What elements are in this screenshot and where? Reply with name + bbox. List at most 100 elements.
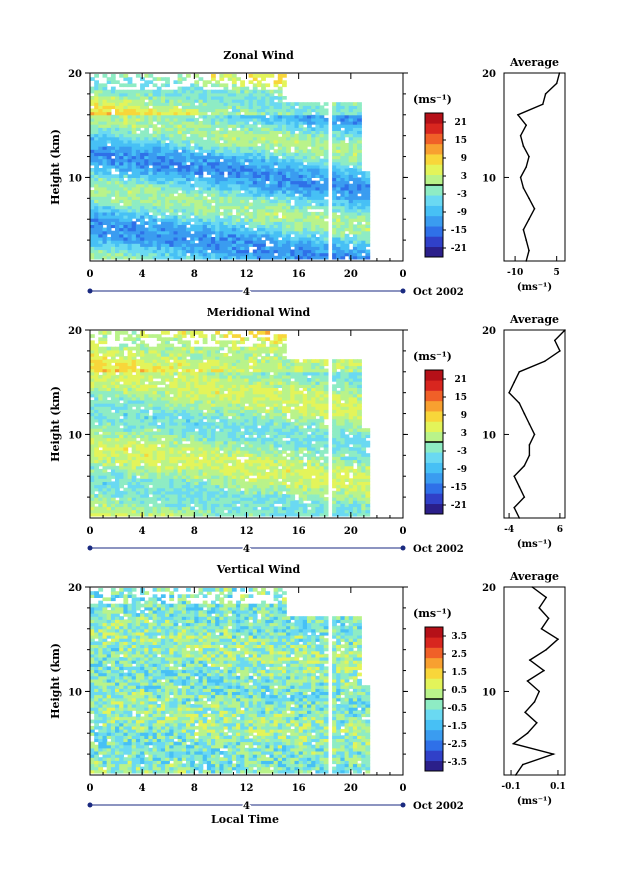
- heatmap-cell: [211, 83, 216, 88]
- heatmap-cell: [110, 365, 116, 370]
- heatmap-cell: [94, 365, 99, 370]
- heatmap-cell: [160, 425, 166, 429]
- heatmap-cell: [106, 365, 112, 370]
- heatmap-cell: [248, 180, 254, 185]
- heatmap-cell: [307, 218, 312, 222]
- heatmap-cell: [252, 233, 258, 238]
- heatmap-cell: [340, 117, 346, 122]
- heatmap-cell: [282, 240, 287, 244]
- heatmap-cell: [123, 412, 129, 417]
- heatmap-cell: [202, 240, 208, 244]
- heatmap-cell: [131, 255, 137, 260]
- heatmap-cell: [336, 149, 341, 153]
- heatmap-cell: [177, 331, 183, 335]
- heatmap-cell: [110, 384, 116, 388]
- heatmap-cell: [186, 240, 191, 244]
- heatmap-cell: [294, 252, 300, 257]
- heatmap-cell: [211, 89, 216, 94]
- heatmap-cell: [144, 421, 150, 426]
- heatmap-cell: [127, 96, 133, 100]
- heatmap-cell: [140, 230, 145, 235]
- heatmap-cell: [223, 105, 229, 110]
- heatmap-cell: [148, 139, 154, 144]
- heatmap-cell: [198, 158, 204, 163]
- heatmap-cell: [223, 224, 229, 229]
- heatmap-cell: [252, 221, 258, 225]
- heatmap-cell: [115, 174, 120, 178]
- heatmap-cell: [248, 149, 254, 153]
- heatmap-cell: [361, 199, 367, 204]
- heatmap-cell: [248, 215, 254, 219]
- heatmap-cell: [135, 164, 141, 169]
- heatmap-cell: [219, 121, 225, 125]
- heatmap-cell: [269, 233, 275, 238]
- heatmap-cell: [340, 243, 346, 247]
- heatmap-cell: [190, 403, 195, 407]
- heatmap-cell: [282, 249, 287, 254]
- heatmap-cell: [190, 381, 195, 385]
- heatmap-cell: [352, 205, 358, 210]
- heatmap-cell: [227, 193, 233, 197]
- heatmap-cell: [177, 484, 183, 489]
- heatmap-cell: [173, 233, 179, 238]
- heatmap-cell: [115, 89, 120, 94]
- heatmap-cell: [240, 121, 245, 125]
- heatmap-cell: [115, 437, 120, 442]
- heatmap-cell: [194, 415, 200, 420]
- heatmap-cell: [223, 196, 229, 200]
- heatmap-cell: [227, 146, 233, 150]
- heatmap-cell: [240, 105, 245, 110]
- heatmap-cell: [323, 143, 329, 147]
- heatmap-cell: [98, 193, 104, 197]
- heatmap-cell: [298, 117, 304, 122]
- heatmap-cell: [110, 202, 116, 207]
- heatmap-cell: [198, 237, 204, 241]
- heatmap-cell: [160, 121, 166, 125]
- heatmap-cell: [127, 249, 133, 254]
- heatmap-cell: [311, 221, 316, 225]
- heatmap-cell: [160, 240, 166, 244]
- heatmap-cell: [102, 334, 108, 338]
- heatmap-cell: [190, 168, 195, 172]
- heatmap-cell: [102, 381, 108, 385]
- heatmap-cell: [169, 127, 175, 131]
- heatmap-cell: [173, 180, 179, 185]
- heatmap-cell: [227, 124, 233, 128]
- heatmap-cell: [127, 353, 133, 357]
- heatmap-cell: [290, 193, 296, 197]
- heatmap-cell: [282, 83, 287, 88]
- heatmap-cell: [152, 111, 158, 116]
- heatmap-cell: [198, 186, 204, 191]
- heatmap-cell: [244, 227, 250, 232]
- heatmap-cell: [190, 412, 195, 417]
- heatmap-cell: [115, 152, 120, 157]
- heatmap-cell: [219, 243, 225, 247]
- heatmap-cell: [240, 171, 245, 175]
- heatmap-cell: [181, 431, 187, 435]
- heatmap-cell: [152, 161, 158, 166]
- heatmap-cell: [273, 133, 279, 138]
- heatmap-cell: [165, 224, 170, 229]
- heatmap-cell: [98, 478, 104, 482]
- heatmap-cell: [90, 378, 95, 382]
- heatmap-cell: [169, 450, 175, 454]
- heatmap-cell: [190, 249, 195, 254]
- heatmap-cell: [352, 117, 358, 122]
- heatmap-cell: [181, 146, 187, 150]
- heatmap-cell: [323, 249, 329, 254]
- heatmap-cell: [198, 221, 204, 225]
- heatmap-cell: [181, 158, 187, 163]
- heatmap-cell: [98, 158, 104, 163]
- heatmap-cell: [190, 193, 195, 197]
- heatmap-cell: [160, 506, 166, 511]
- heatmap-cell: [344, 146, 350, 150]
- heatmap-cell: [90, 381, 95, 385]
- heatmap-cell: [140, 384, 145, 388]
- heatmap-cell: [294, 117, 300, 122]
- heatmap-cell: [90, 362, 95, 367]
- profile-point: [522, 187, 525, 189]
- heatmap-cell: [248, 205, 254, 210]
- heatmap-cell: [127, 158, 133, 163]
- heatmap-cell: [140, 393, 145, 398]
- heatmap-cell: [144, 349, 150, 354]
